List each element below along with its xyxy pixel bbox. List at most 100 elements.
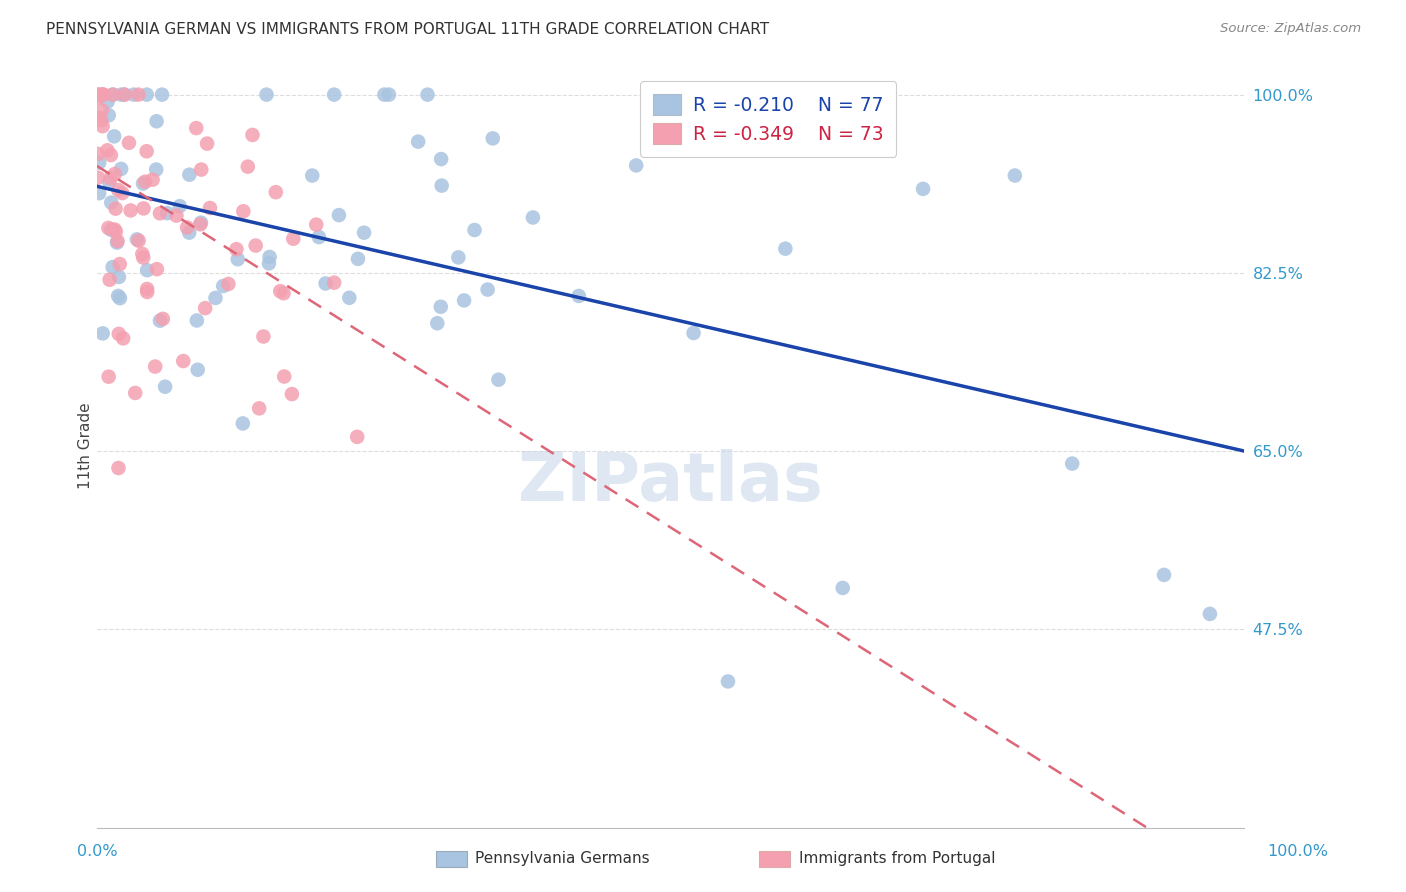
Point <box>149 206 172 220</box>
Point <box>225 242 247 256</box>
Point <box>101 87 124 102</box>
Point <box>143 359 166 374</box>
Point <box>194 301 217 315</box>
Point <box>101 87 124 102</box>
Point <box>91 119 114 133</box>
Point <box>136 285 159 299</box>
Point <box>204 291 226 305</box>
Point <box>1199 607 1222 621</box>
Point <box>107 461 129 475</box>
Point <box>257 256 280 270</box>
Point <box>112 87 135 102</box>
Point <box>305 218 328 232</box>
Point <box>127 87 149 102</box>
Point <box>682 326 704 340</box>
Point <box>212 279 235 293</box>
Text: 0.0%: 0.0% <box>77 845 118 859</box>
Point <box>264 185 287 199</box>
Point <box>104 225 127 239</box>
Point <box>165 209 187 223</box>
Point <box>112 331 135 345</box>
Point <box>477 283 499 297</box>
Text: PENNSYLVANIA GERMAN VS IMMIGRANTS FROM PORTUGAL 11TH GRADE CORRELATION CHART: PENNSYLVANIA GERMAN VS IMMIGRANTS FROM P… <box>46 22 769 37</box>
Point <box>101 260 124 274</box>
Point <box>273 286 295 301</box>
Point <box>89 155 111 169</box>
Point <box>87 170 110 185</box>
Point <box>186 313 208 327</box>
Point <box>107 289 129 303</box>
Point <box>98 273 121 287</box>
Point <box>430 178 453 193</box>
Point <box>481 131 503 145</box>
Point <box>179 168 201 182</box>
Point <box>190 216 212 230</box>
Point <box>93 87 115 102</box>
Point <box>273 369 295 384</box>
Point <box>301 169 323 183</box>
Point <box>97 369 120 384</box>
Point <box>90 113 112 128</box>
Point <box>97 95 120 109</box>
Point <box>373 87 395 102</box>
Point <box>87 111 110 125</box>
Point <box>108 291 131 305</box>
Point <box>150 87 173 102</box>
Point <box>256 87 278 102</box>
Legend: R = -0.210    N = 77, R = -0.349    N = 73: R = -0.210 N = 77, R = -0.349 N = 73 <box>640 81 897 157</box>
Point <box>87 147 110 161</box>
Point <box>96 144 118 158</box>
Point <box>111 186 134 200</box>
Point <box>110 161 132 176</box>
Point <box>100 223 122 237</box>
Point <box>337 291 360 305</box>
Point <box>568 289 591 303</box>
Point <box>89 186 111 201</box>
Point <box>188 217 211 231</box>
Point <box>124 386 146 401</box>
Point <box>145 162 167 177</box>
Point <box>323 87 346 102</box>
Point <box>186 121 208 136</box>
Text: Pennsylvania Germans: Pennsylvania Germans <box>475 852 650 866</box>
Point <box>136 263 159 277</box>
Point <box>346 430 368 444</box>
Point <box>136 282 159 296</box>
Point <box>91 87 114 102</box>
Point <box>103 222 125 236</box>
Point <box>347 252 370 266</box>
Point <box>831 581 853 595</box>
Point <box>624 158 647 172</box>
Point <box>323 276 346 290</box>
Point <box>153 380 176 394</box>
Point <box>107 183 129 197</box>
Point <box>132 177 155 191</box>
Point <box>308 230 330 244</box>
Point <box>226 252 249 267</box>
Point <box>104 202 127 216</box>
Text: ZIPatlas: ZIPatlas <box>519 449 823 515</box>
Point <box>105 235 128 250</box>
Point <box>447 251 470 265</box>
Point <box>108 269 131 284</box>
Point <box>122 87 145 102</box>
Point <box>128 234 150 248</box>
Point <box>259 250 281 264</box>
Point <box>179 226 201 240</box>
Point <box>315 277 337 291</box>
Point <box>426 316 449 330</box>
Point <box>717 674 740 689</box>
Point <box>172 354 194 368</box>
Point <box>100 148 122 162</box>
Point <box>242 128 264 142</box>
Point <box>247 401 270 416</box>
Point <box>236 160 259 174</box>
Point <box>100 171 122 186</box>
Point <box>378 87 401 102</box>
Point <box>149 314 172 328</box>
Point <box>146 262 169 277</box>
Point <box>90 103 112 118</box>
Point <box>91 326 114 341</box>
Point <box>775 242 797 256</box>
Point <box>98 175 121 189</box>
